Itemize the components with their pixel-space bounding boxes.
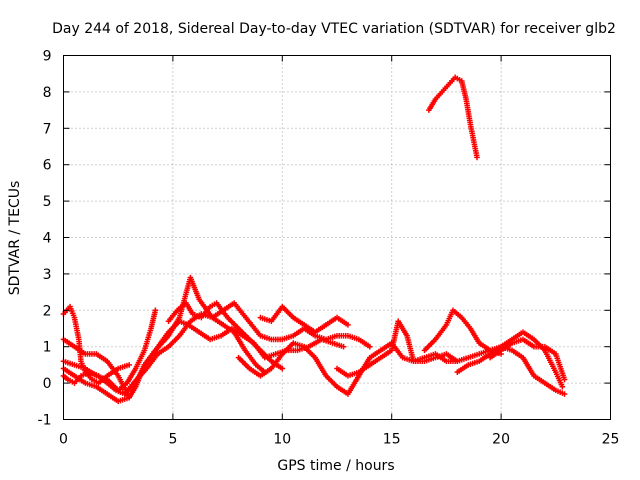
series-sat-b [60,274,268,405]
data-point [454,358,461,365]
data-point [279,365,286,372]
x-tick-label: 5 [168,432,177,448]
series-sat-j [426,74,480,161]
data-point [561,376,568,383]
y-tick-label: 0 [43,376,52,392]
x-tick-label: 25 [602,432,620,448]
data-points [60,74,568,405]
y-tick-label: 8 [43,85,52,101]
data-point [367,343,373,350]
data-point [559,383,566,390]
y-axis-label: SDTVAR / TECUs [7,181,23,296]
data-point [340,343,347,350]
y-tick-label: 5 [43,194,52,210]
x-axis-label: GPS time / hours [277,458,394,474]
series-sat-m [487,336,568,383]
data-point [474,154,480,161]
data-point [345,322,351,328]
y-tick-label: 9 [43,49,52,65]
x-tick-label: 20 [492,432,510,448]
axis-ticks: 0 5 10 15 20 25 -1 0 1 2 3 4 5 6 7 8 9 [38,49,620,448]
y-tick-label: 4 [43,231,52,247]
series-sat-k [421,307,566,390]
y-tick-label: 6 [43,158,52,174]
data-point [126,362,132,368]
series-sat-i [334,318,461,379]
x-tick-label: 0 [59,432,68,448]
grid-lines [63,55,611,420]
y-tick-label: 3 [43,267,52,283]
chart-title: Day 244 of 2018, Sidereal Day-to-day VTE… [52,21,616,37]
y-tick-label: 1 [43,340,52,356]
x-tick-label: 15 [383,432,401,448]
data-point [561,391,568,397]
y-tick-label: 7 [43,121,52,137]
x-tick-label: 10 [273,432,291,448]
y-tick-label: -1 [38,413,52,429]
series-sat-e [60,300,373,397]
y-tick-label: 2 [43,303,52,319]
series-sat-h [257,303,351,335]
data-point [152,307,159,314]
series-sat-f [165,300,286,372]
